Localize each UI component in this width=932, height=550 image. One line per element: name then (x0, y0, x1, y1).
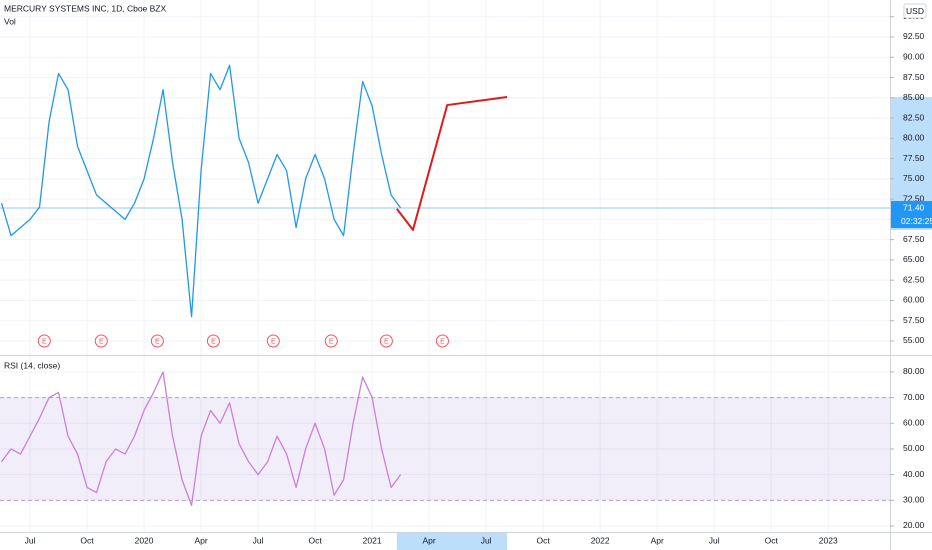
y-tick-label: 30.00 (903, 495, 925, 505)
y-tick-label: 65.00 (903, 254, 925, 264)
series-line (0, 371, 402, 507)
earnings-label: E (384, 338, 389, 345)
y-tick-label: 77.50 (903, 153, 925, 163)
series-line (396, 95, 508, 231)
earnings-marker (150, 334, 164, 348)
y-tick-label: 82.50 (903, 112, 925, 122)
y-tick-label: 60.00 (903, 418, 925, 428)
x-tick-label: Apr (651, 535, 664, 545)
y-tick-label: 55.00 (903, 335, 925, 345)
x-tick-label: Oct (765, 535, 779, 545)
x-tick-label: 2022 (591, 535, 610, 545)
earnings-label: E (271, 338, 276, 345)
earnings-label: E (42, 338, 47, 345)
y-tick-label: 90.00 (903, 51, 925, 61)
earnings-label: E (99, 338, 104, 345)
x-tick-label: Oct (80, 535, 94, 545)
chart-title: MERCURY SYSTEMS INC, 1D, Cboe BZX (4, 3, 167, 13)
x-tick-label: Apr (194, 535, 207, 545)
y-tick-label: 80.00 (903, 366, 925, 376)
x-tick-label: Jul (25, 535, 36, 545)
x-tick-label: Oct (308, 535, 322, 545)
foreground-layer: Jul Oct 2020 Apr Jul Oct 2021 Apr Jul Oct 2022 Apr J… (0, 11, 932, 545)
series-line (0, 64, 402, 318)
x-tick-label: 2023 (819, 535, 838, 545)
earnings-label: E (329, 338, 334, 345)
y-tick-label: 40.00 (903, 469, 925, 479)
x-tick-label: Jul (253, 535, 264, 545)
y-tick-label: 87.50 (903, 72, 925, 82)
y-tick-label: 80.00 (903, 133, 925, 143)
x-tick-label: 2020 (135, 535, 154, 545)
volume-label: Vol (4, 16, 16, 26)
earnings-marker (37, 334, 51, 348)
y-tick-label: 50.00 (903, 443, 925, 453)
countdown-label: 02:32:25 (901, 216, 932, 226)
earnings-marker (94, 334, 108, 348)
y-tick-label: 57.50 (903, 315, 925, 325)
earnings-marker (435, 334, 449, 348)
earnings-marker (206, 334, 220, 348)
earnings-label: E (211, 338, 216, 345)
rsi-band (0, 397, 890, 501)
x-tick-label: Jul (709, 535, 720, 545)
y-tick-label: 75.00 (903, 173, 925, 183)
y-tick-label: 62.50 (903, 274, 925, 284)
countdown-box (891, 215, 932, 229)
y-tick-label: 20.00 (903, 520, 925, 530)
y-tick-label: 67.50 (903, 234, 925, 244)
earnings-marker (266, 334, 280, 348)
rsi-title: RSI (14, close) (4, 360, 60, 370)
y-tick-label: 85.00 (903, 92, 925, 102)
earnings-marker (324, 334, 338, 348)
y-tick-label: 92.50 (903, 31, 925, 41)
currency-box[interactable] (903, 3, 927, 19)
earnings-label: E (440, 338, 445, 345)
earnings-label: E (155, 338, 160, 345)
currency[interactable]: USD (906, 6, 924, 16)
last-price-box (891, 201, 932, 216)
y-tick-label: 72.50 (903, 193, 925, 203)
x-tick-label: 2021 (363, 535, 382, 545)
x-tick-label: Oct (537, 535, 551, 545)
y-tick-label: 60.00 (903, 295, 925, 305)
x-tick-label: Apr (423, 535, 436, 545)
y-tick-label: 70.00 (903, 392, 925, 402)
x-range-highlight (396, 533, 508, 550)
x-tick-label: Jul (481, 535, 492, 545)
last-price-label: 71.40 (903, 202, 925, 212)
earnings-marker (379, 334, 393, 348)
